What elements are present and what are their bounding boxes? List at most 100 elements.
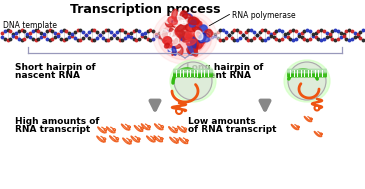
Text: of RNA transcript: of RNA transcript bbox=[188, 125, 277, 134]
Ellipse shape bbox=[199, 33, 206, 43]
Ellipse shape bbox=[172, 17, 177, 24]
Ellipse shape bbox=[159, 33, 170, 39]
Ellipse shape bbox=[175, 24, 186, 32]
Ellipse shape bbox=[172, 11, 178, 16]
Ellipse shape bbox=[170, 43, 181, 48]
Ellipse shape bbox=[189, 20, 196, 27]
Ellipse shape bbox=[192, 26, 202, 33]
Ellipse shape bbox=[165, 18, 172, 23]
Ellipse shape bbox=[187, 36, 192, 44]
Ellipse shape bbox=[191, 37, 195, 41]
Ellipse shape bbox=[168, 44, 175, 51]
Ellipse shape bbox=[196, 37, 203, 43]
Ellipse shape bbox=[188, 25, 198, 31]
Circle shape bbox=[174, 62, 212, 100]
Ellipse shape bbox=[165, 18, 175, 27]
Ellipse shape bbox=[169, 43, 180, 51]
Ellipse shape bbox=[180, 22, 186, 27]
Ellipse shape bbox=[195, 27, 201, 34]
FancyBboxPatch shape bbox=[288, 73, 326, 77]
Ellipse shape bbox=[170, 15, 175, 20]
Ellipse shape bbox=[188, 48, 195, 55]
Ellipse shape bbox=[174, 24, 181, 31]
Text: nascent RNA: nascent RNA bbox=[186, 71, 251, 80]
Ellipse shape bbox=[191, 19, 199, 25]
Ellipse shape bbox=[170, 60, 216, 102]
Ellipse shape bbox=[171, 40, 175, 46]
Ellipse shape bbox=[168, 17, 177, 25]
Ellipse shape bbox=[172, 46, 176, 55]
Text: Short hairpin of: Short hairpin of bbox=[15, 63, 96, 72]
Ellipse shape bbox=[172, 45, 178, 55]
Ellipse shape bbox=[185, 23, 196, 32]
Ellipse shape bbox=[199, 41, 203, 45]
Ellipse shape bbox=[163, 32, 169, 42]
Ellipse shape bbox=[182, 19, 186, 24]
Ellipse shape bbox=[201, 36, 210, 42]
Text: nascent RNA: nascent RNA bbox=[15, 71, 80, 80]
Ellipse shape bbox=[172, 9, 177, 19]
Ellipse shape bbox=[193, 20, 201, 29]
Ellipse shape bbox=[187, 39, 196, 45]
Ellipse shape bbox=[188, 45, 195, 54]
Ellipse shape bbox=[163, 37, 170, 44]
Ellipse shape bbox=[163, 18, 207, 56]
Ellipse shape bbox=[204, 29, 212, 37]
Circle shape bbox=[288, 62, 326, 100]
Ellipse shape bbox=[188, 35, 193, 40]
Ellipse shape bbox=[180, 36, 184, 41]
Ellipse shape bbox=[193, 33, 203, 43]
Ellipse shape bbox=[192, 44, 198, 54]
Ellipse shape bbox=[166, 42, 172, 48]
Ellipse shape bbox=[197, 25, 207, 34]
Ellipse shape bbox=[197, 22, 202, 28]
Ellipse shape bbox=[201, 34, 208, 41]
Ellipse shape bbox=[187, 47, 197, 54]
Ellipse shape bbox=[187, 34, 193, 41]
Ellipse shape bbox=[284, 60, 330, 102]
Ellipse shape bbox=[170, 28, 178, 38]
Ellipse shape bbox=[161, 29, 169, 40]
Ellipse shape bbox=[197, 28, 203, 33]
Ellipse shape bbox=[171, 29, 180, 39]
Ellipse shape bbox=[177, 16, 186, 25]
Ellipse shape bbox=[196, 26, 204, 35]
Ellipse shape bbox=[195, 40, 202, 49]
Ellipse shape bbox=[189, 17, 199, 25]
Ellipse shape bbox=[191, 41, 197, 52]
Ellipse shape bbox=[164, 37, 172, 45]
Ellipse shape bbox=[200, 36, 209, 41]
Ellipse shape bbox=[173, 43, 180, 51]
Ellipse shape bbox=[178, 12, 184, 18]
Ellipse shape bbox=[178, 46, 183, 55]
Ellipse shape bbox=[158, 14, 212, 60]
Ellipse shape bbox=[174, 17, 182, 21]
Ellipse shape bbox=[164, 37, 170, 42]
Ellipse shape bbox=[182, 37, 191, 42]
Ellipse shape bbox=[183, 13, 193, 21]
FancyBboxPatch shape bbox=[174, 73, 212, 77]
Text: High amounts of: High amounts of bbox=[15, 117, 99, 126]
Ellipse shape bbox=[188, 17, 197, 25]
Ellipse shape bbox=[190, 36, 199, 45]
Ellipse shape bbox=[182, 24, 190, 30]
Text: RNA polymerase: RNA polymerase bbox=[232, 11, 296, 20]
Ellipse shape bbox=[175, 12, 181, 20]
Ellipse shape bbox=[199, 26, 207, 31]
Ellipse shape bbox=[199, 33, 210, 39]
Ellipse shape bbox=[180, 11, 187, 19]
FancyBboxPatch shape bbox=[288, 69, 326, 73]
Ellipse shape bbox=[153, 10, 217, 64]
Ellipse shape bbox=[201, 39, 205, 43]
Ellipse shape bbox=[173, 27, 181, 35]
Ellipse shape bbox=[191, 49, 198, 56]
Ellipse shape bbox=[165, 43, 169, 48]
Ellipse shape bbox=[196, 40, 204, 48]
Ellipse shape bbox=[193, 36, 204, 40]
Ellipse shape bbox=[173, 23, 179, 28]
Ellipse shape bbox=[175, 29, 180, 36]
Ellipse shape bbox=[183, 15, 192, 24]
Ellipse shape bbox=[176, 26, 183, 30]
Text: Transcription process: Transcription process bbox=[70, 3, 220, 16]
FancyBboxPatch shape bbox=[174, 69, 212, 73]
